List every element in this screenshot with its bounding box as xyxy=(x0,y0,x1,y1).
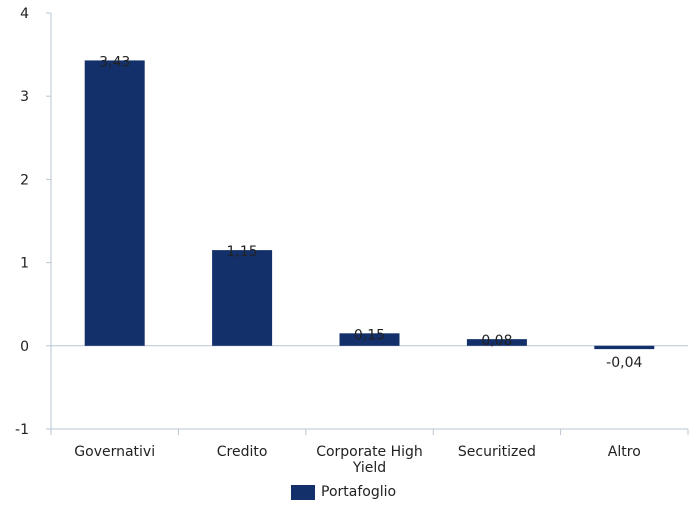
data-label: 0,08 xyxy=(481,333,512,349)
y-tick-label: 0 xyxy=(20,339,29,355)
x-tick-label: Credito xyxy=(217,444,268,460)
x-tick-label: Securitized xyxy=(458,444,536,460)
x-tick-label: Corporate High Yield xyxy=(316,444,423,476)
x-tick-label: Altro xyxy=(608,444,641,460)
y-tick-label: 2 xyxy=(20,172,29,188)
bar xyxy=(84,60,145,346)
bar xyxy=(466,339,527,346)
bar xyxy=(212,250,273,346)
data-label: 0,15 xyxy=(354,327,385,343)
data-label: 3,43 xyxy=(99,54,130,70)
y-tick-label: 1 xyxy=(20,256,29,272)
data-label: 1,15 xyxy=(227,244,258,260)
x-tick-label: Governativi xyxy=(74,444,155,460)
legend: Portafoglio xyxy=(291,482,396,502)
legend-swatch xyxy=(291,484,315,500)
y-tick-label: 4 xyxy=(20,6,29,22)
y-tick-label: -1 xyxy=(15,422,29,438)
data-label: -0,04 xyxy=(606,355,642,371)
y-tick-label: 3 xyxy=(20,89,29,105)
bar xyxy=(594,345,655,350)
bar xyxy=(339,333,400,346)
legend-label: Portafoglio xyxy=(321,484,397,500)
